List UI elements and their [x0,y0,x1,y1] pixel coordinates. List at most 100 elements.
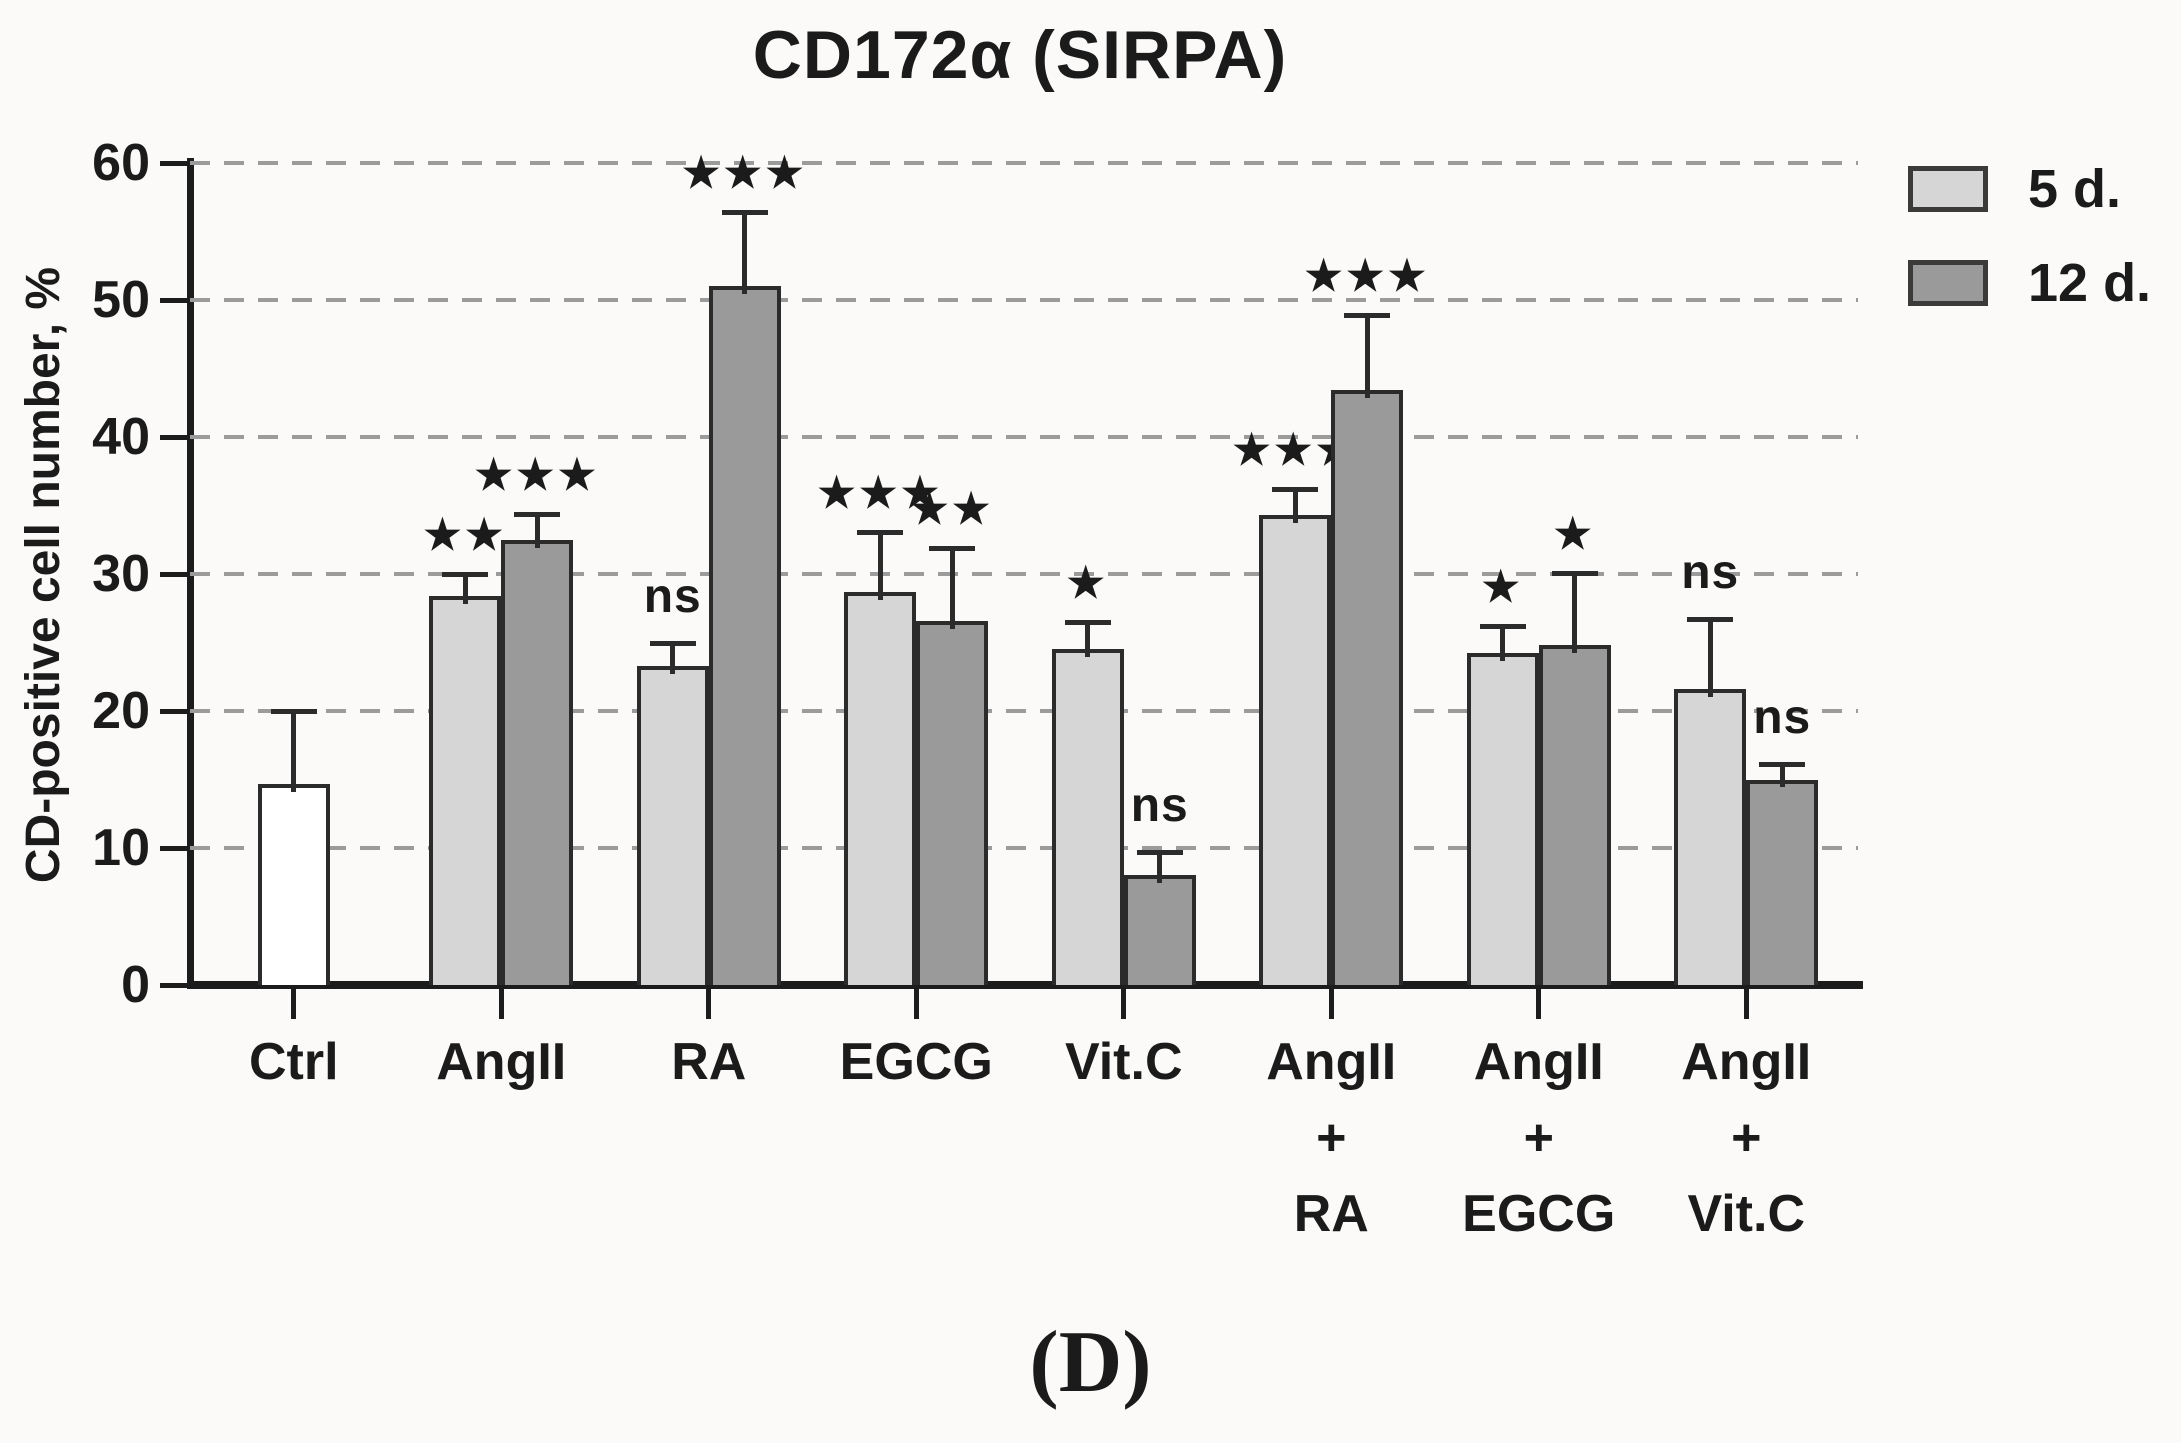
y-tick-label-10: 10 [92,819,150,877]
bar-angiira-12d [1331,390,1404,985]
bar-angii-12d [501,539,574,985]
legend-row-5d: 5 d. [1908,158,2151,220]
significance-angiivitc-5d: ns [1681,546,1740,600]
bar-angiivitc-5d [1674,689,1747,985]
legend-swatch-12d [1908,260,1988,306]
legend-label-5d: 5 d. [2028,159,2122,219]
y-tick-30 [160,572,188,577]
y-tick-label-30: 30 [92,545,150,603]
error-bar-stem-angiivitc-5d [1707,619,1713,698]
error-bar-stem-ra-5d [670,642,676,674]
bar-egcg-12d [916,620,989,985]
bar-angii-5d [429,595,502,985]
gridline-60 [190,161,1858,165]
error-bar-stem-egcg-5d [877,531,883,600]
significance-vitc-12d: ns [1130,779,1189,833]
y-tick-40 [160,435,188,440]
significance-egcg-5d: ★★★ [817,468,943,516]
significance-angiiegcg-12d: ★ [1553,509,1596,557]
error-bar-stem-vitc-5d [1085,621,1091,658]
y-tick-label-0: 0 [121,956,150,1014]
x-tick-angiivitc [1743,989,1749,1019]
significance-ra-12d: ★★★ [682,149,808,197]
bar-ra-12d [708,286,781,985]
x-label-angiira: AngII + RA [1266,1033,1397,1243]
bar-vitc-12d [1123,875,1196,985]
error-bar-cap-angii-12d [514,511,561,517]
error-bar-cap-angiiegcg-12d [1551,570,1598,576]
error-bar-cap-egcg-12d [929,545,976,551]
y-tick-60 [160,161,188,166]
y-tick-label-40: 40 [92,408,150,466]
panel-caption: (D) [1029,1314,1152,1411]
bar-angiiegcg-5d [1466,653,1539,985]
error-bar-stem-angii-12d [534,513,540,548]
gridline-10 [190,846,1858,850]
plot-area: ★★ ★★★ ns ★★★ ★★★ ★★ ★ ns ★★★ ★★★ ★ ★ ns ns [190,149,1858,985]
error-bar-cap-angiira-5d [1272,487,1319,493]
error-bar-cap-vitc-12d [1136,850,1183,856]
x-tick-angiira [1328,989,1334,1019]
significance-angiiegcg-5d: ★ [1481,563,1524,611]
error-bar-cap-egcg-5d [857,529,904,535]
x-label-vitc: Vit.C [1064,1033,1183,1091]
gridline-50 [190,298,1858,302]
bar-ra-5d [636,665,709,985]
error-bar-cap-vitc-5d [1064,619,1111,625]
error-bar-stem-ra-12d [742,212,748,295]
x-label-ctrl: Ctrl [248,1033,339,1091]
y-tick-label-50: 50 [92,271,150,329]
x-tick-egcg [913,989,919,1019]
error-bar-cap-ctrl [270,709,317,714]
error-bar-cap-ra-12d [721,210,768,216]
error-bar-stem-angiiegcg-5d [1500,626,1506,662]
x-label-angiivitc: AngII + Vit.C [1681,1033,1812,1243]
error-bar-cap-ra-5d [649,640,696,646]
error-bar-stem-egcg-12d [949,547,955,629]
error-bar-stem-ctrl [291,711,297,792]
bar-angiiegcg-12d [1538,645,1611,985]
significance-angiivitc-12d: ns [1753,691,1812,745]
x-tick-vitc [1121,989,1127,1019]
bar-vitc-5d [1051,649,1124,985]
significance-ra-5d: ns [643,569,702,623]
x-label-angii: AngII [436,1033,567,1091]
y-tick-label-20: 20 [92,682,150,740]
error-bar-stem-angiiegcg-12d [1572,572,1578,654]
y-tick-0 [160,983,188,988]
significance-angii-12d: ★★★ [474,450,600,498]
y-tick-20 [160,709,188,714]
bar-angiira-5d [1259,515,1332,985]
x-label-angiiegcg: AngII + EGCG [1462,1033,1616,1243]
error-bar-cap-angiivitc-5d [1687,617,1734,623]
error-bar-stem-angiivitc-12d [1779,764,1785,788]
error-bar-cap-angiira-12d [1344,313,1391,319]
error-bar-stem-angiira-12d [1364,315,1370,399]
gridline-40 [190,435,1858,439]
x-axis-line [187,981,1863,989]
gridline-30 [190,572,1858,576]
x-tick-angiiegcg [1536,989,1542,1019]
y-tick-50 [160,298,188,303]
gridline-20 [190,709,1858,713]
chart-title: CD172α (SIRPA) [752,17,1288,93]
significance-angiira-12d: ★★★ [1304,252,1430,300]
significance-angii-5d: ★★ [423,511,507,558]
x-tick-ctrl [291,989,297,1019]
x-tick-ra [706,989,712,1019]
error-bar-cap-angiiegcg-5d [1479,624,1526,630]
y-tick-label-60: 60 [92,134,150,192]
x-label-ra: RA [671,1033,747,1091]
error-bar-stem-angiira-5d [1292,489,1298,524]
error-bar-cap-angii-5d [442,572,489,577]
significance-vitc-5d: ★ [1066,558,1109,606]
significance-egcg-12d: ★★ [910,484,994,532]
y-tick-10 [160,846,188,851]
legend-label-12d: 12 d. [2028,253,2152,313]
error-bar-stem-angii-5d [462,574,468,604]
legend-row-12d: 12 d. [1908,252,2151,314]
legend: 5 d. 12 d. [1908,158,2151,346]
bar-angiivitc-12d [1746,779,1819,985]
legend-swatch-5d [1908,166,1988,212]
x-label-egcg: EGCG [839,1033,993,1091]
